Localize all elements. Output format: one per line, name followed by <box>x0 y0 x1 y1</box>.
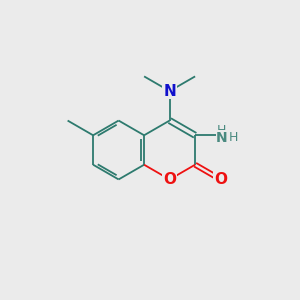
Text: H: H <box>229 131 238 144</box>
Text: H: H <box>217 124 226 137</box>
Text: N: N <box>163 84 176 99</box>
Text: O: O <box>163 172 176 187</box>
Text: N: N <box>216 130 227 145</box>
Text: O: O <box>214 172 227 187</box>
